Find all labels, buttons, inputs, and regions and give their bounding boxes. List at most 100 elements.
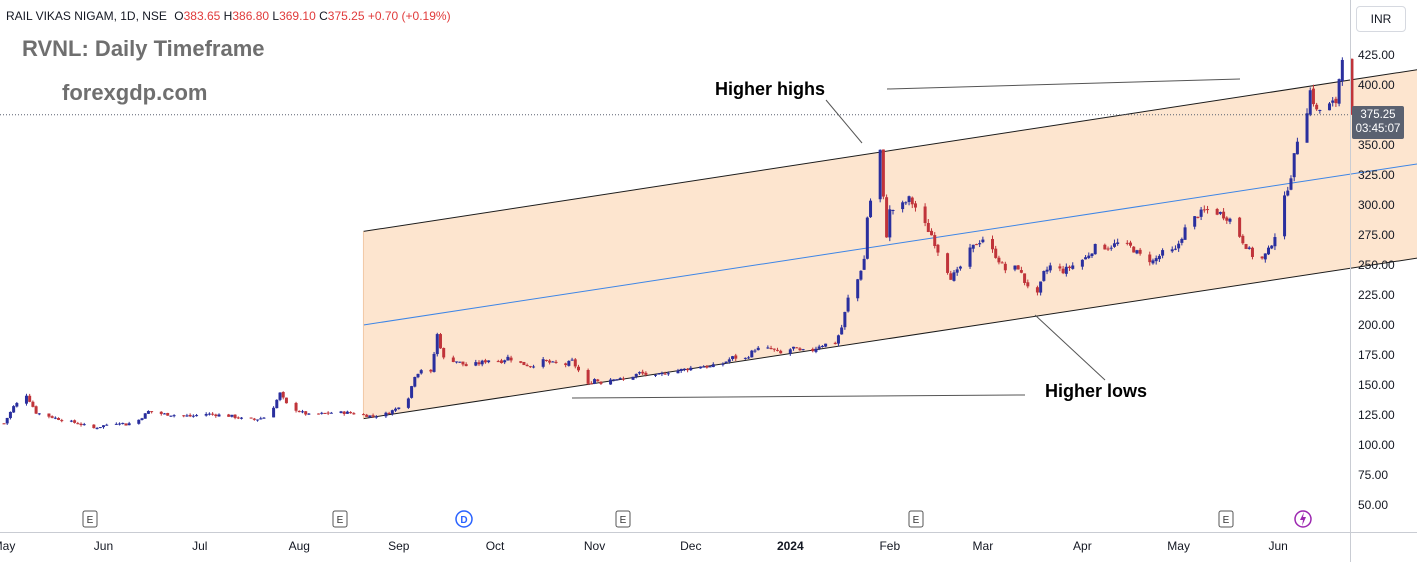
candle-body	[1292, 153, 1296, 178]
candle-body	[936, 244, 940, 253]
candle-body	[843, 311, 847, 328]
candle-body	[503, 360, 507, 363]
time-axis[interactable]: May Jun Jul Aug Sep Oct Nov Dec 2024 Feb Mar Apr May…	[0, 532, 1417, 554]
candle-body	[1093, 243, 1097, 255]
candle-body	[464, 364, 468, 367]
candle-body	[705, 365, 709, 368]
candle-body	[162, 413, 166, 415]
y-tick-label: 50.00	[1358, 498, 1388, 512]
candle-body	[118, 423, 122, 425]
candle-body	[249, 417, 253, 419]
candle-body	[349, 412, 353, 414]
candle-body	[1273, 237, 1277, 247]
channel-upper-line	[363, 69, 1417, 232]
candle-body	[750, 350, 754, 358]
symbol-name: RAIL VIKAS NIGAM, 1D, NSE	[6, 9, 167, 23]
candle-body	[1026, 282, 1030, 287]
candle-body	[1058, 266, 1062, 269]
candle-body	[1080, 259, 1084, 267]
candle-body	[1103, 244, 1107, 250]
higher-highs-pointer-line	[825, 99, 863, 144]
candle-body	[34, 406, 38, 414]
candle-body	[997, 257, 1001, 263]
price-axis[interactable]: 425.00400.00375.00350.00325.00300.00275.…	[1350, 0, 1396, 562]
y-tick-label: 225.00	[1358, 288, 1395, 302]
candle-body	[1250, 247, 1254, 257]
candle-body	[631, 376, 635, 380]
candle-body	[95, 428, 99, 430]
candle-body	[1068, 266, 1072, 268]
candle-body	[127, 423, 131, 426]
candle-body	[1331, 100, 1335, 103]
candle-body	[1222, 211, 1226, 219]
candle-body	[256, 419, 260, 421]
candle-body	[926, 222, 930, 232]
candle-body	[1311, 88, 1315, 105]
candle-body	[272, 407, 276, 418]
candle-body	[230, 414, 234, 417]
candle-body	[991, 238, 995, 250]
candle-body	[1263, 253, 1267, 260]
candle-body	[798, 348, 802, 351]
candle-body	[435, 334, 439, 355]
candle-body	[1135, 250, 1139, 254]
candle-body	[1071, 265, 1075, 269]
candle-body	[211, 413, 215, 415]
candle-body	[1090, 253, 1094, 257]
x-tick-label: May	[1167, 539, 1190, 553]
candle-body	[217, 414, 221, 417]
candle-body	[365, 414, 369, 417]
candle-body	[1180, 238, 1184, 243]
candle-body	[5, 417, 9, 424]
candle-body	[615, 379, 619, 381]
candle-body	[69, 420, 73, 422]
candle-body	[769, 348, 773, 350]
candle-body	[368, 415, 372, 418]
candle-body	[307, 413, 311, 415]
candle-body	[525, 364, 529, 367]
candle-body	[1289, 178, 1293, 190]
candle-body	[865, 217, 869, 259]
candle-body	[824, 343, 828, 347]
candle-body	[901, 202, 905, 210]
candle-body	[1064, 266, 1068, 274]
candle-body	[281, 392, 285, 398]
x-tick-label: Nov	[584, 539, 605, 553]
candle-body	[329, 412, 333, 414]
candle-body	[1295, 141, 1299, 155]
candle-body	[284, 397, 288, 404]
annotation-lines	[0, 78, 1350, 399]
candle-body	[137, 419, 141, 424]
candle-body	[294, 402, 298, 411]
regression-channel	[362, 69, 1417, 420]
candle-body	[836, 335, 840, 344]
earnings-event-letter: E	[337, 515, 344, 526]
candle-body	[499, 360, 503, 364]
candle-body	[727, 359, 731, 362]
candle-body	[1087, 255, 1091, 259]
candle-body	[275, 399, 279, 409]
y-tick-label: 75.00	[1358, 468, 1388, 482]
y-tick-label: 250.00	[1358, 258, 1395, 272]
candle-body	[564, 363, 568, 366]
higher-lows-pointer-line	[571, 394, 1026, 399]
candle-body	[994, 248, 998, 258]
earnings-event-icon	[82, 510, 98, 528]
candle-body	[612, 379, 616, 381]
x-tick-label: Feb	[879, 539, 900, 553]
candle-body	[1061, 268, 1065, 274]
candle-body	[519, 361, 523, 363]
candle-body	[262, 417, 266, 419]
candle-body	[352, 413, 356, 415]
candle-body	[679, 368, 683, 372]
currency-button[interactable]: INR	[1356, 6, 1406, 32]
candle-body	[297, 410, 301, 413]
candle-body	[1193, 216, 1197, 227]
candle-body	[1199, 209, 1203, 217]
candle-body	[413, 376, 417, 387]
candle-body	[1218, 212, 1222, 214]
candle-body	[442, 347, 446, 358]
